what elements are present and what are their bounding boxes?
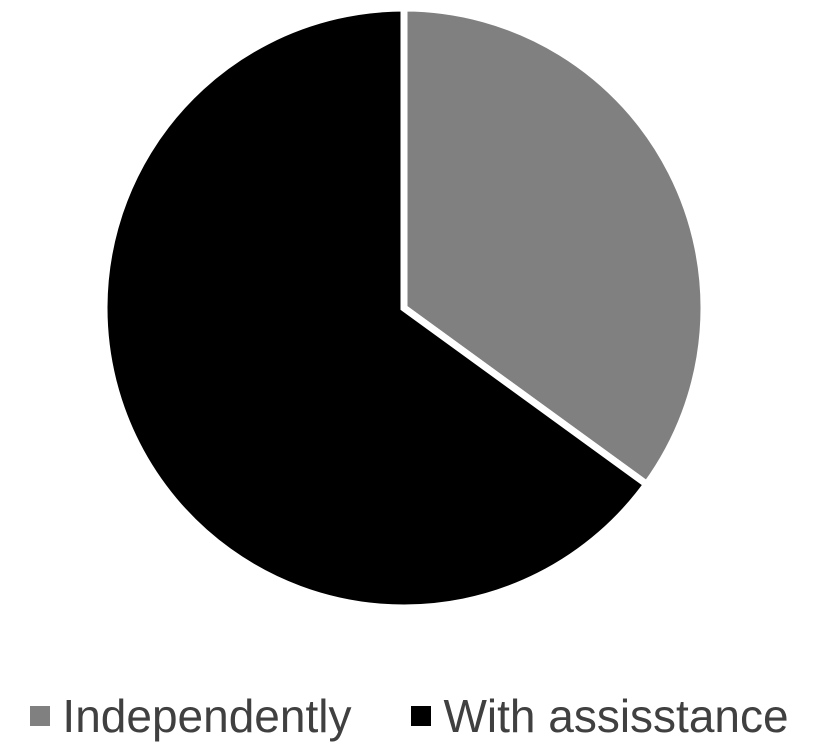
- legend-swatch-independently: [30, 706, 51, 726]
- legend-item-independently: Independently: [30, 693, 351, 739]
- legend-swatch-with-assisstance: [411, 706, 432, 726]
- legend-label-independently: Independently: [62, 690, 352, 742]
- pie-slice-independently: [400, 4, 708, 490]
- legend: Independently With assisstance: [0, 686, 819, 746]
- legend-label-with-assisstance: With assisstance: [443, 690, 789, 742]
- pie-slice-with-assisstance: [100, 4, 652, 612]
- legend-item-with-assisstance: With assisstance: [411, 690, 789, 742]
- pie-chart: [100, 4, 708, 612]
